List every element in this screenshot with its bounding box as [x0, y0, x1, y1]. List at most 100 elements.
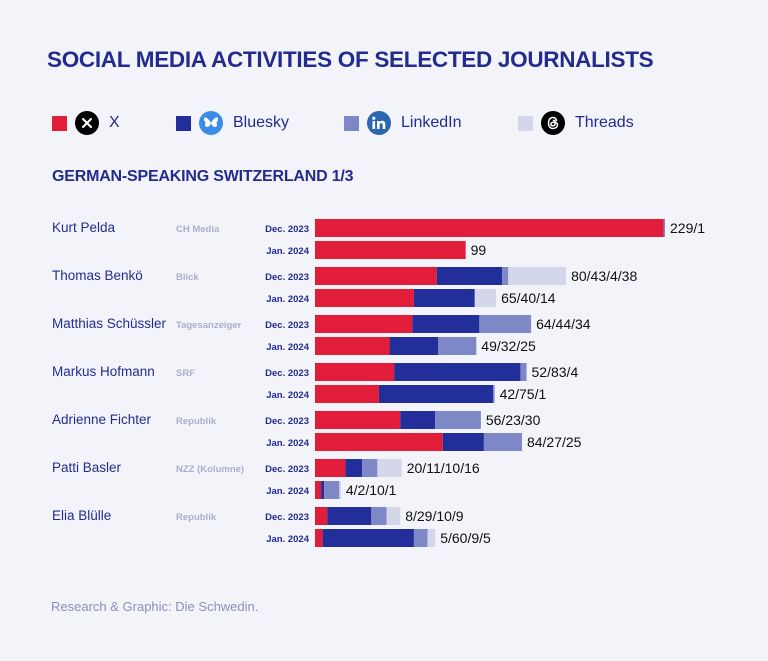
- legend-label-linkedin: LinkedIn: [401, 114, 462, 131]
- bar-segment-threads: [508, 267, 567, 285]
- outlet-name: SRF: [176, 368, 195, 379]
- bar-segment-threads: [386, 507, 401, 525]
- legend-item-threads: Threads: [518, 110, 634, 136]
- bar-segment-x: [315, 411, 401, 429]
- value-label: 49/32/25: [481, 338, 536, 354]
- outlet-name: CH Media: [176, 224, 220, 235]
- bar-segment-linkedin: [663, 219, 665, 237]
- value-label: 80/43/4/38: [571, 268, 637, 284]
- bar-segment-x: [315, 289, 414, 307]
- chart-title: SOCIAL MEDIA ACTIVITIES OF SELECTED JOUR…: [47, 47, 654, 72]
- bar-segment-threads: [474, 289, 497, 307]
- outlet-name: Tagesanzeiger: [176, 320, 242, 331]
- bar-segment-x: [315, 219, 664, 237]
- bar-segment-x: [315, 337, 390, 355]
- bar-segment-linkedin: [324, 481, 340, 499]
- period-label: Dec. 2023: [265, 224, 309, 235]
- value-label: 64/44/34: [536, 316, 591, 332]
- period-label: Jan. 2024: [266, 294, 309, 305]
- period-label: Jan. 2024: [266, 342, 309, 353]
- journalist-name: Matthias Schüssler: [52, 316, 167, 331]
- bar-segment-linkedin: [502, 267, 509, 285]
- threads-logo-icon: [541, 111, 565, 135]
- bar-segment-linkedin: [520, 363, 527, 381]
- value-label: 229/1: [670, 220, 705, 236]
- journalist-group: Matthias Schüssler Tagesanzeiger Dec. 2023…: [52, 315, 591, 355]
- bar-segment-threads: [427, 529, 436, 547]
- value-label: 99: [471, 242, 487, 258]
- bluesky-butterfly-icon: [199, 111, 223, 135]
- source-credit: Research & Graphic: Die Schwedin.: [51, 599, 259, 614]
- value-label: 52/83/4: [532, 364, 579, 380]
- value-label: 8/29/10/9: [405, 508, 464, 524]
- legend-swatch-linkedin: [344, 115, 359, 131]
- legend-swatch-threads: [518, 115, 533, 131]
- bar-segment-x: [315, 507, 328, 525]
- legend-swatch-bluesky: [176, 115, 191, 131]
- value-label: 4/2/10/1: [346, 482, 397, 498]
- journalist-name: Thomas Benkö: [52, 268, 143, 283]
- bar-segment-x: [315, 363, 395, 381]
- bar-segment-linkedin: [479, 315, 532, 333]
- bar-segment-x: [315, 267, 437, 285]
- bar-segment-bluesky: [412, 315, 480, 333]
- bar-segment-bluesky: [389, 337, 439, 355]
- legend-item-bluesky: Bluesky: [176, 110, 289, 136]
- bar-segment-linkedin: [435, 411, 481, 429]
- value-label: 5/60/9/5: [440, 530, 491, 546]
- bar-segment-x: [315, 385, 379, 403]
- period-label: Jan. 2024: [266, 246, 309, 257]
- bar-segment-linkedin: [483, 433, 522, 451]
- bar-segment-bluesky: [321, 481, 325, 499]
- bar-segment-linkedin: [371, 507, 387, 525]
- bar-segment-bluesky: [345, 459, 363, 477]
- x-logo-icon: [75, 111, 99, 135]
- bar-segment-bluesky: [327, 507, 372, 525]
- bar-segment-bluesky: [394, 363, 521, 381]
- bar-segment-threads: [377, 459, 402, 477]
- bar-segment-bluesky: [413, 289, 475, 307]
- value-label: 20/11/10/16: [407, 460, 480, 476]
- journalist-group: Kurt Pelda CH Media Dec. 2023 229/1 Jan. 202…: [52, 219, 705, 259]
- linkedin-logo-icon: [367, 111, 391, 135]
- legend-item-x: X: [52, 110, 120, 136]
- bar-segment-bluesky: [378, 385, 494, 403]
- stacked-bar-chart: Kurt Pelda CH Media Dec. 2023 229/1 Jan. 202…: [52, 219, 705, 547]
- journalist-name: Kurt Pelda: [52, 220, 116, 235]
- bar-segment-x: [315, 241, 466, 259]
- journalist-name: Markus Hofmann: [52, 364, 155, 379]
- outlet-name: Republik: [176, 512, 217, 523]
- outlet-name: Republik: [176, 416, 217, 427]
- value-label: 56/23/30: [486, 412, 541, 428]
- journalist-name: Adrienne Fichter: [52, 412, 152, 427]
- period-label: Dec. 2023: [265, 272, 309, 283]
- legend-swatch-x: [52, 115, 67, 131]
- bar-segment-linkedin: [362, 459, 378, 477]
- journalist-group: Markus Hofmann SRF Dec. 2023 52/83/4 Jan. 20…: [52, 363, 578, 403]
- outlet-name: Blick: [176, 272, 199, 283]
- chart-subtitle: GERMAN-SPEAKING SWITZERLAND 1/3: [52, 168, 354, 185]
- bar-segment-x: [315, 459, 346, 477]
- value-label: 42/75/1: [500, 386, 547, 402]
- period-label: Dec. 2023: [265, 464, 309, 475]
- bar-segment-linkedin: [438, 337, 477, 355]
- period-label: Jan. 2024: [266, 390, 309, 401]
- journalist-group: Elia Blülle Republik Dec. 2023 8/29/10/9 Jan…: [52, 507, 491, 547]
- journalist-group: Adrienne Fichter Republik Dec. 2023 56/23/3…: [52, 411, 582, 451]
- legend-label-x: X: [109, 114, 120, 131]
- bar-segment-linkedin: [413, 529, 428, 547]
- period-label: Dec. 2023: [265, 320, 309, 331]
- journalist-group: Patti Basler NZZ (Kolumne) Dec. 2023 20/11/…: [52, 459, 480, 499]
- value-label: 65/40/14: [501, 290, 556, 306]
- legend-label-threads: Threads: [575, 114, 634, 131]
- period-label: Dec. 2023: [265, 416, 309, 427]
- period-label: Dec. 2023: [265, 368, 309, 379]
- bar-segment-x: [315, 529, 323, 547]
- bar-segment-linkedin: [493, 385, 495, 403]
- period-label: Jan. 2024: [266, 486, 309, 497]
- bar-segment-bluesky: [436, 267, 503, 285]
- period-label: Dec. 2023: [265, 512, 309, 523]
- bar-segment-x: [315, 433, 443, 451]
- journalist-group: Thomas Benkö Blick Dec. 2023 80/43/4/38 Jan.…: [52, 267, 637, 307]
- period-label: Jan. 2024: [266, 534, 309, 545]
